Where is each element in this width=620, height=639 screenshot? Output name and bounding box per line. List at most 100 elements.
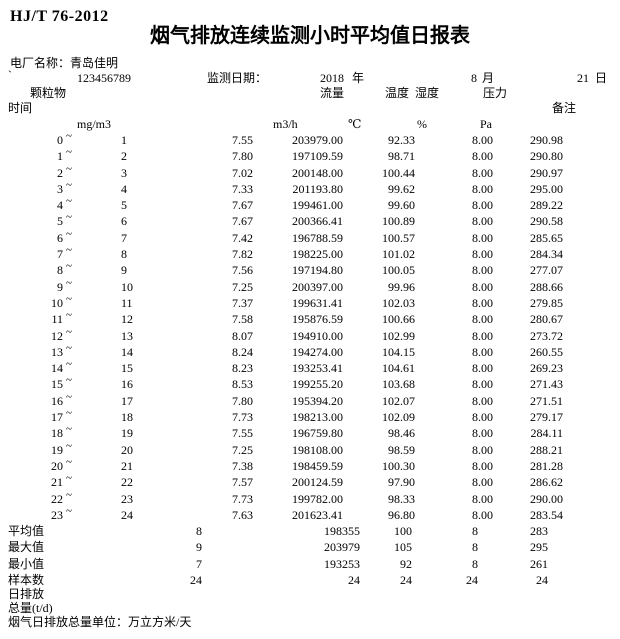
humidity-value: 8.00	[472, 361, 493, 376]
flow-value: 200148.00	[292, 165, 343, 180]
hour-end: 18	[121, 410, 133, 425]
flow-value: 24	[348, 573, 360, 588]
tick-mark: `	[8, 68, 12, 82]
hour-start: 5	[57, 214, 63, 229]
tilde: ~	[66, 374, 72, 387]
pressure-value: 285.65	[530, 230, 563, 245]
pressure-value: 271.43	[530, 377, 563, 392]
hour-end: 5	[121, 198, 127, 213]
temp-value: 102.99	[382, 328, 415, 343]
temp-value: 100.66	[382, 312, 415, 327]
humidity-value: 8.00	[472, 475, 493, 490]
hour-start: 10	[51, 295, 63, 310]
temp-value: 92.33	[388, 133, 415, 147]
pressure-value: 279.17	[530, 410, 563, 425]
hour-end: 7	[121, 230, 127, 245]
table-row: 2 ~3 7.02 200148.00 100.44 8.00 290.97	[0, 163, 620, 181]
table-row: 3 ~4 7.33 201193.80 99.62 8.00 295.00	[0, 179, 620, 197]
column-header-time: 时间	[8, 101, 33, 115]
humidity-value: 8.00	[472, 295, 493, 310]
temp-value: 100.57	[382, 230, 415, 245]
flow-value: 193253	[324, 556, 360, 571]
pm-value: 7.42	[232, 230, 253, 245]
flow-value: 197194.80	[292, 263, 343, 278]
table-row: 9 ~10 7.25 200397.00 99.96 8.00 288.66	[0, 277, 620, 295]
hour-end: 2	[121, 149, 127, 164]
pm-value: 7.67	[232, 214, 253, 229]
temp-value: 104.15	[382, 344, 415, 359]
hour-start: 9	[57, 279, 63, 294]
flow-value: 199782.00	[292, 491, 343, 506]
total-label: 总量(t/d)	[8, 601, 53, 615]
humidity-value: 8.00	[472, 377, 493, 392]
date-label: 监测日期：	[207, 71, 268, 85]
temp-value: 96.80	[388, 507, 415, 522]
tilde: ~	[66, 244, 72, 257]
column-header-pressure: 压力	[483, 86, 508, 100]
pressure-value: 288.66	[530, 279, 563, 294]
pm-value: 7.25	[232, 442, 253, 457]
hour-end: 11	[121, 295, 133, 310]
date-day-unit: 日	[595, 71, 608, 85]
pressure-value: 280.67	[530, 312, 563, 327]
hour-end: 13	[121, 328, 133, 343]
temp-value: 99.96	[388, 279, 415, 294]
hour-end: 4	[121, 181, 127, 196]
table-row: 16 ~17 7.80 195394.20 102.07 8.00 271.51	[0, 391, 620, 409]
humidity-value: 8.00	[472, 312, 493, 327]
humidity-value: 8	[472, 540, 478, 555]
pm-value: 8	[196, 524, 202, 539]
hour-end: 12	[121, 312, 133, 327]
pm-value: 7.02	[232, 165, 253, 180]
hour-end: 3	[121, 165, 127, 180]
humidity-value: 8.00	[472, 458, 493, 473]
pm-value: 9	[196, 540, 202, 555]
pressure-value: 288.21	[530, 442, 563, 457]
flow-value: 201193.80	[292, 181, 343, 196]
table-row: 10 ~11 7.37 199631.41 102.03 8.00 279.85	[0, 293, 620, 311]
tilde: ~	[66, 260, 72, 273]
temp-value: 99.60	[388, 198, 415, 213]
humidity-value: 8.00	[472, 410, 493, 425]
flow-value: 199255.20	[292, 377, 343, 392]
humidity-value: 8.00	[472, 263, 493, 278]
pm-value: 8.07	[232, 328, 253, 343]
hour-start: 8	[57, 263, 63, 278]
hour-start: 13	[51, 344, 63, 359]
unit-flow: m3/h	[273, 117, 298, 131]
temp-value: 100	[394, 524, 412, 539]
tilde: ~	[66, 211, 72, 224]
pressure-value: 24	[536, 573, 548, 588]
temp-value: 98.59	[388, 442, 415, 457]
humidity-value: 8.00	[472, 507, 493, 522]
pressure-value: 269.23	[530, 361, 563, 376]
unit-note: 烟气日排放总量单位：万立方米/天	[8, 615, 192, 629]
summary-label: 平均值	[8, 524, 45, 539]
plant-name-label: 电厂名称：	[10, 56, 71, 70]
date-year-unit: 年	[352, 71, 365, 85]
temp-value: 100.89	[382, 214, 415, 229]
flow-value: 196788.59	[292, 230, 343, 245]
humidity-value: 8.00	[472, 198, 493, 213]
pressure-value: 289.22	[530, 198, 563, 213]
hour-end: 8	[121, 247, 127, 262]
humidity-value: 8.00	[472, 165, 493, 180]
column-header-remark: 备注	[552, 101, 577, 115]
humidity-value: 8	[472, 524, 478, 539]
flow-value: 194274.00	[292, 344, 343, 359]
humidity-value: 8.00	[472, 426, 493, 441]
table-row: 23 ~24 7.63 201623.41 96.80 8.00 283.54	[0, 505, 620, 523]
temp-value: 24	[400, 573, 412, 588]
tilde: ~	[66, 309, 72, 322]
humidity-value: 24	[466, 573, 478, 588]
hour-start: 7	[57, 247, 63, 262]
tilde: ~	[66, 162, 72, 175]
pm-value: 7.73	[232, 491, 253, 506]
table-row: 15 ~16 8.53 199255.20 103.68 8.00 271.43	[0, 374, 620, 392]
hour-end: 15	[121, 361, 133, 376]
temp-value: 92	[400, 556, 412, 571]
hour-start: 20	[51, 458, 63, 473]
tilde: ~	[66, 488, 72, 501]
unit-humidity: %	[417, 117, 427, 131]
hour-start: 12	[51, 328, 63, 343]
